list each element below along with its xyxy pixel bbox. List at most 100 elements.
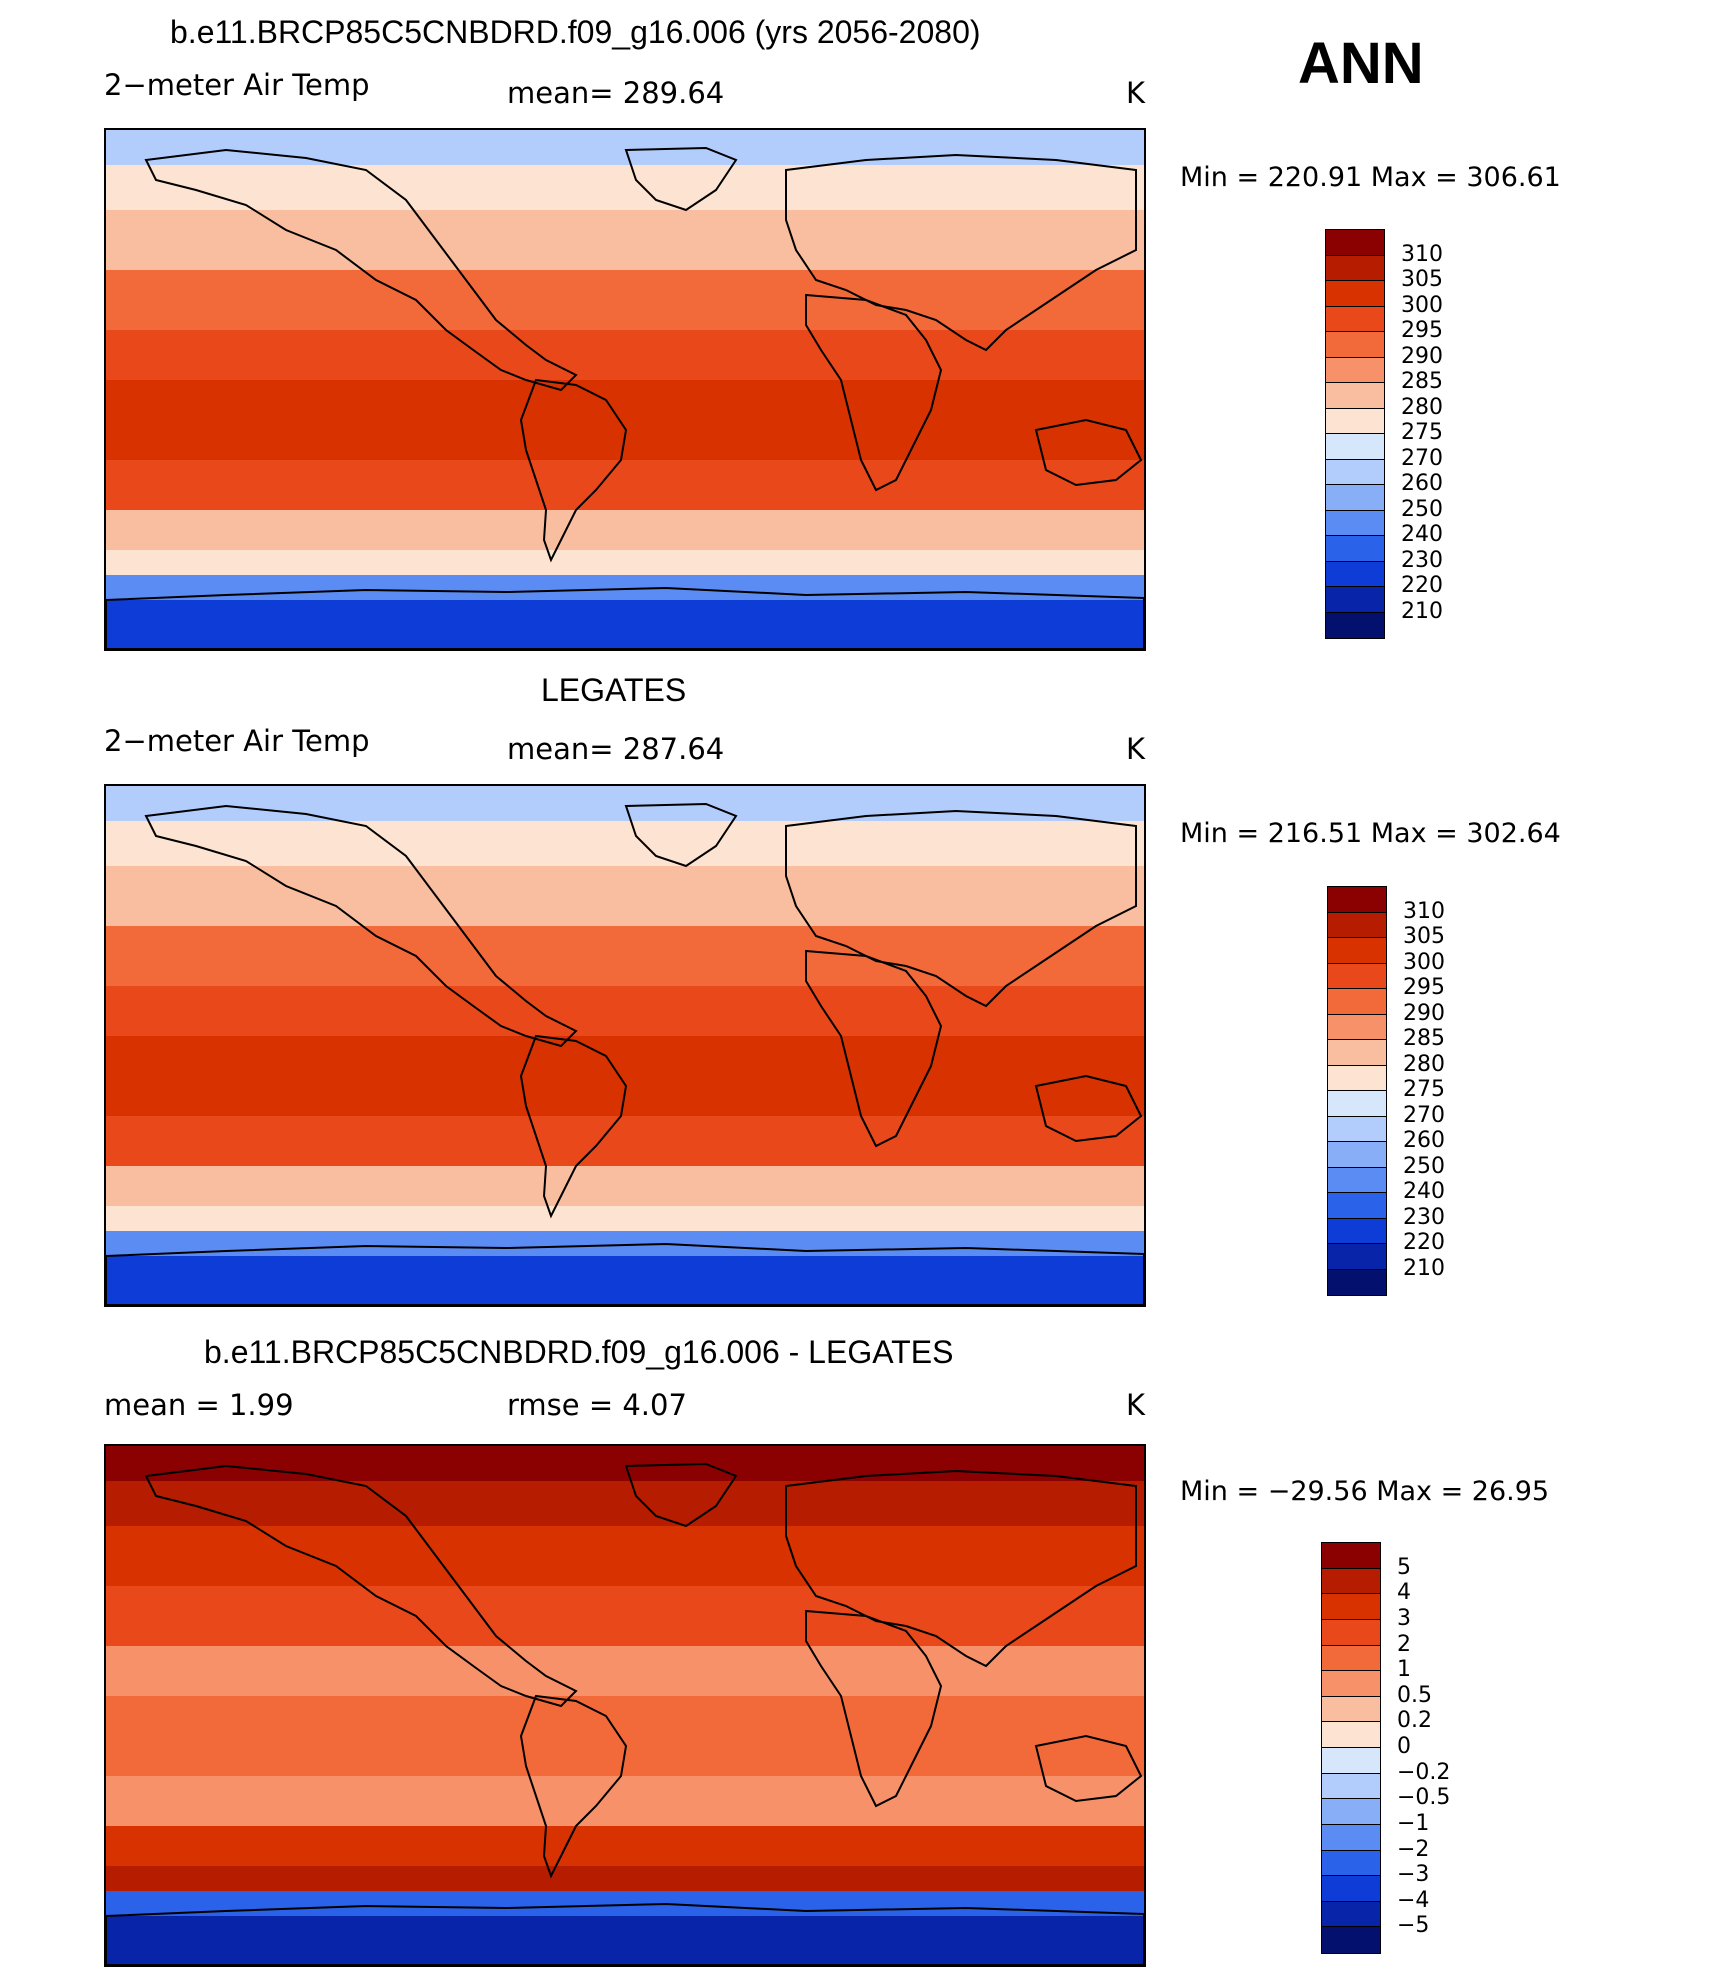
- colorbar-swatch: [1328, 1014, 1386, 1040]
- coastline: [106, 586, 1144, 649]
- coastline: [785, 153, 1137, 352]
- map-band: [106, 1206, 1144, 1231]
- colorbar-label: 275: [1401, 420, 1443, 445]
- colorbar-label: 250: [1403, 1153, 1445, 1179]
- colorbar-label: 2: [1397, 1631, 1411, 1657]
- colorbar-swatch: [1326, 434, 1384, 460]
- colorbar-swatch: [1322, 1799, 1380, 1825]
- map-band: [106, 926, 1144, 986]
- coastline: [805, 1609, 943, 1808]
- map-band: [106, 1826, 1144, 1866]
- map-band: [106, 1696, 1144, 1776]
- colorbar-swatch: [1328, 963, 1386, 989]
- colorbar-label: 240: [1403, 1179, 1445, 1204]
- map-band: [106, 866, 1144, 926]
- panel2-variable-label: 2−meter Air Temp: [104, 724, 370, 758]
- colorbar-swatch: [1322, 1927, 1380, 1953]
- panel2-title: LEGATES: [541, 672, 687, 708]
- colorbar-label: −3: [1397, 1862, 1430, 1888]
- colorbar-swatch: [1328, 1091, 1386, 1117]
- colorbar-label: 275: [1403, 1077, 1445, 1102]
- map-band: [106, 210, 1144, 270]
- map-band: [106, 600, 1144, 649]
- colorbar-label: −2: [1397, 1836, 1430, 1862]
- colorbar-label: 295: [1401, 318, 1443, 343]
- coastline: [144, 1464, 578, 1708]
- coastline: [106, 1242, 1144, 1305]
- coastline: [805, 293, 943, 492]
- colorbar-swatch: [1322, 1722, 1380, 1748]
- colorbar-label: 270: [1403, 1102, 1445, 1128]
- panel3-minmax: Min = −29.56 Max = 26.95: [1180, 1476, 1550, 1507]
- colorbar-swatch: [1328, 1218, 1386, 1244]
- coastline: [785, 1469, 1137, 1668]
- colorbar-label: 1: [1397, 1657, 1411, 1683]
- colorbar-swatch: [1328, 912, 1386, 938]
- map-band: [106, 1116, 1144, 1166]
- colorbar-swatch: [1322, 1594, 1380, 1620]
- map-band: [106, 821, 1144, 866]
- colorbar-swatch: [1328, 1269, 1386, 1295]
- coastline: [624, 1462, 738, 1528]
- map-band: [106, 1446, 1144, 1481]
- colorbar-swatch: [1328, 1167, 1386, 1193]
- colorbar-label: 4: [1397, 1580, 1411, 1606]
- colorbar-swatch: [1326, 612, 1384, 638]
- panel1-title: b.e11.BRCP85C5CNBDRD.f09_g16.006 (yrs 20…: [170, 14, 981, 50]
- panel3-rmse-label: rmse = 4.07: [507, 1388, 687, 1422]
- colorbar-label: 210: [1401, 598, 1443, 624]
- map-band: [106, 1526, 1144, 1586]
- colorbar-swatch: [1322, 1850, 1380, 1877]
- colorbar-label: 240: [1401, 522, 1443, 547]
- colorbar-swatch: [1326, 255, 1384, 281]
- colorbar-label: 305: [1401, 267, 1443, 292]
- colorbar-swatch: [1322, 1568, 1380, 1595]
- panel2-minmax: Min = 216.51 Max = 302.64: [1180, 818, 1561, 849]
- colorbar-label: −5: [1397, 1913, 1430, 1939]
- colorbar-label: 0.2: [1397, 1708, 1432, 1734]
- colorbar-swatch: [1328, 1142, 1386, 1168]
- colorbar-label: 295: [1403, 975, 1445, 1000]
- coastline: [1034, 418, 1143, 487]
- panel2-units: K: [1126, 732, 1146, 766]
- map-band: [106, 510, 1144, 550]
- map-band: [106, 1256, 1144, 1305]
- colorbar-label: 310: [1403, 898, 1445, 924]
- panel1-minmax: Min = 220.91 Max = 306.61: [1180, 162, 1561, 193]
- panel2-mean-label: mean= 287.64: [507, 732, 725, 766]
- coastline: [519, 1034, 628, 1219]
- panel3-colorbar: [1321, 1542, 1381, 1954]
- map-band: [106, 1916, 1144, 1965]
- colorbar-swatch: [1322, 1876, 1380, 1902]
- colorbar-label: 290: [1403, 1000, 1445, 1026]
- map-band: [106, 1231, 1144, 1256]
- colorbar-label: 290: [1401, 343, 1443, 369]
- panel1-colorbar: [1325, 229, 1385, 639]
- map-band: [106, 1866, 1144, 1891]
- colorbar-label: 3: [1397, 1605, 1411, 1631]
- colorbar-swatch: [1322, 1773, 1380, 1800]
- colorbar-swatch: [1322, 1619, 1380, 1646]
- colorbar-label: 305: [1403, 924, 1445, 949]
- coastline: [785, 809, 1137, 1008]
- colorbar-swatch: [1322, 1824, 1380, 1851]
- colorbar-label: −0.2: [1397, 1759, 1451, 1785]
- colorbar-swatch: [1328, 1040, 1386, 1066]
- colorbar-swatch: [1326, 332, 1384, 358]
- colorbar-label: 270: [1401, 445, 1443, 471]
- map-band: [106, 460, 1144, 510]
- colorbar-swatch: [1328, 1116, 1386, 1142]
- colorbar-label: 5: [1397, 1554, 1411, 1580]
- coastline: [519, 378, 628, 563]
- map-band: [106, 1036, 1144, 1116]
- colorbar-label: 0.5: [1397, 1682, 1432, 1708]
- panel2-colorbar: [1327, 886, 1387, 1296]
- coastline: [1034, 1074, 1143, 1143]
- colorbar-label: 310: [1401, 241, 1443, 267]
- colorbar-label: 250: [1401, 496, 1443, 522]
- map-band: [106, 130, 1144, 165]
- panel1-units: K: [1126, 76, 1146, 110]
- colorbar-swatch: [1322, 1645, 1380, 1672]
- panel3-mean-label: mean = 1.99: [104, 1388, 294, 1422]
- colorbar-swatch: [1326, 408, 1384, 434]
